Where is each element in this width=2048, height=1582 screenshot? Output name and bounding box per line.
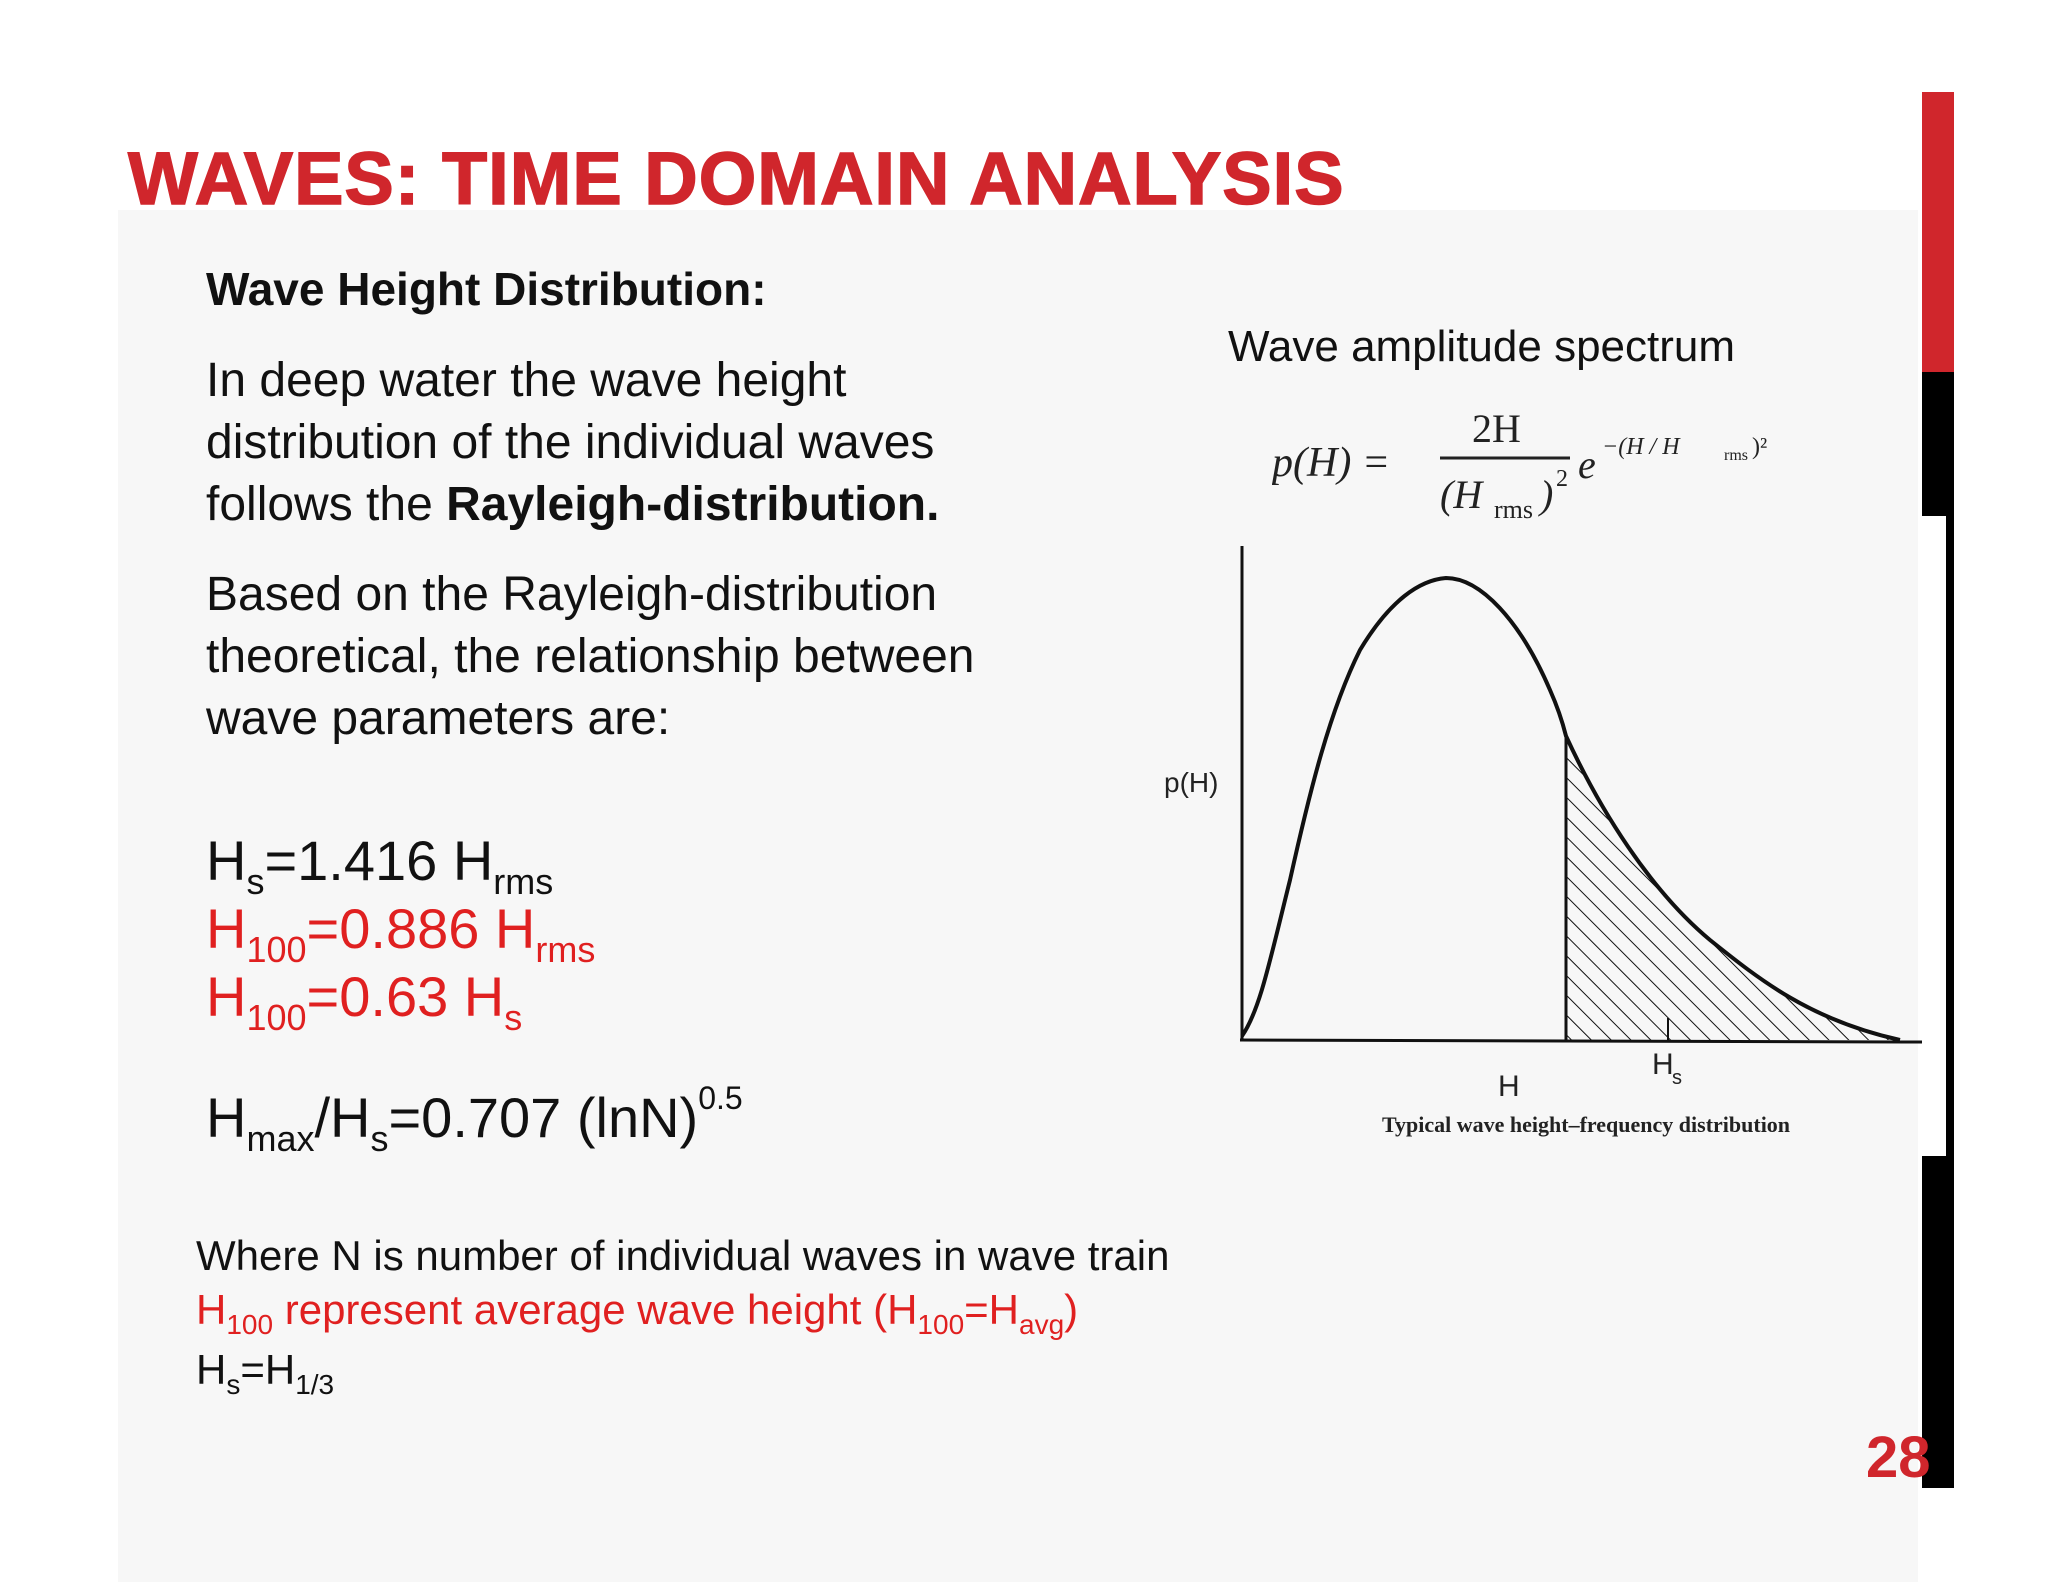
equation-hmax-hs: Hmax/Hs=0.707 (lnN)0.5 bbox=[206, 1080, 743, 1159]
side-accent-bar-black-bottom bbox=[1922, 1156, 1954, 1488]
side-accent-bar-black-top bbox=[1922, 372, 1954, 516]
section-heading: Wave Height Distribution: bbox=[206, 263, 767, 315]
formula-lhs: p(H) = bbox=[1272, 440, 1390, 486]
equation-hs-hrms: Hs=1.416 Hrms bbox=[206, 829, 554, 902]
slide-title: WAVES: TIME DOMAIN ANALYSIS bbox=[127, 136, 1345, 221]
note-hs-definition: Hs=H1/3 bbox=[196, 1346, 335, 1400]
note-n-definition: Where N is number of individual waves in… bbox=[196, 1232, 1170, 1279]
figure-caption: Typical wave height–frequency distributi… bbox=[1382, 1112, 1790, 1137]
formula-denominator-a: (H bbox=[1440, 472, 1484, 517]
formula-exponent-end: )² bbox=[1752, 434, 1767, 460]
side-accent-bar-black-mid bbox=[1946, 516, 1954, 1156]
formula-denominator-b: ) bbox=[1538, 472, 1553, 517]
x-label-h: H bbox=[1498, 1070, 1520, 1103]
note-h100-definition: H100 represent average wave height (H100… bbox=[196, 1286, 1079, 1340]
formula-denominator-sup: 2 bbox=[1556, 466, 1568, 492]
y-axis-label: p(H) bbox=[1164, 767, 1218, 798]
x-label-hs-sub: s bbox=[1672, 1067, 1682, 1089]
rayleigh-curve bbox=[1240, 575, 1901, 1042]
formula-denominator-sub: rms bbox=[1494, 495, 1533, 524]
equation-h100-hs: H100=0.63 Hs bbox=[206, 965, 523, 1038]
formula-numerator: 2H bbox=[1472, 406, 1521, 451]
exceedance-shaded-area bbox=[1566, 736, 1900, 1040]
page-number: 28 bbox=[1866, 1425, 1931, 1490]
paragraph-rayleigh-text: In deep water the wave height distributi… bbox=[206, 354, 935, 531]
paragraph-rayleigh-bold: Rayleigh-distribution. bbox=[446, 478, 940, 531]
x-label-hs: H bbox=[1652, 1048, 1674, 1081]
equation-h100-hrms: H100=0.886 Hrms bbox=[206, 897, 596, 970]
formula-exponent-sub: rms bbox=[1724, 447, 1748, 464]
rayleigh-formula: p(H) = 2H (H rms ) 2 e −(H / H rms )² bbox=[1272, 406, 1767, 524]
side-accent-bar-red bbox=[1922, 92, 1954, 372]
x-axis bbox=[1239, 1038, 1923, 1044]
formula-exponent: −(H / H bbox=[1602, 434, 1681, 460]
paragraph-rayleigh: In deep water the wave height distributi… bbox=[206, 350, 1026, 536]
spectrum-title: Wave amplitude spectrum bbox=[1228, 322, 1736, 371]
rayleigh-distribution-chart: p(H) H H s Typical wave height–frequency… bbox=[1164, 546, 1923, 1137]
formula-exp-base: e bbox=[1578, 442, 1596, 487]
paragraph-relationship: Based on the Rayleigh-distribution theor… bbox=[206, 568, 975, 745]
